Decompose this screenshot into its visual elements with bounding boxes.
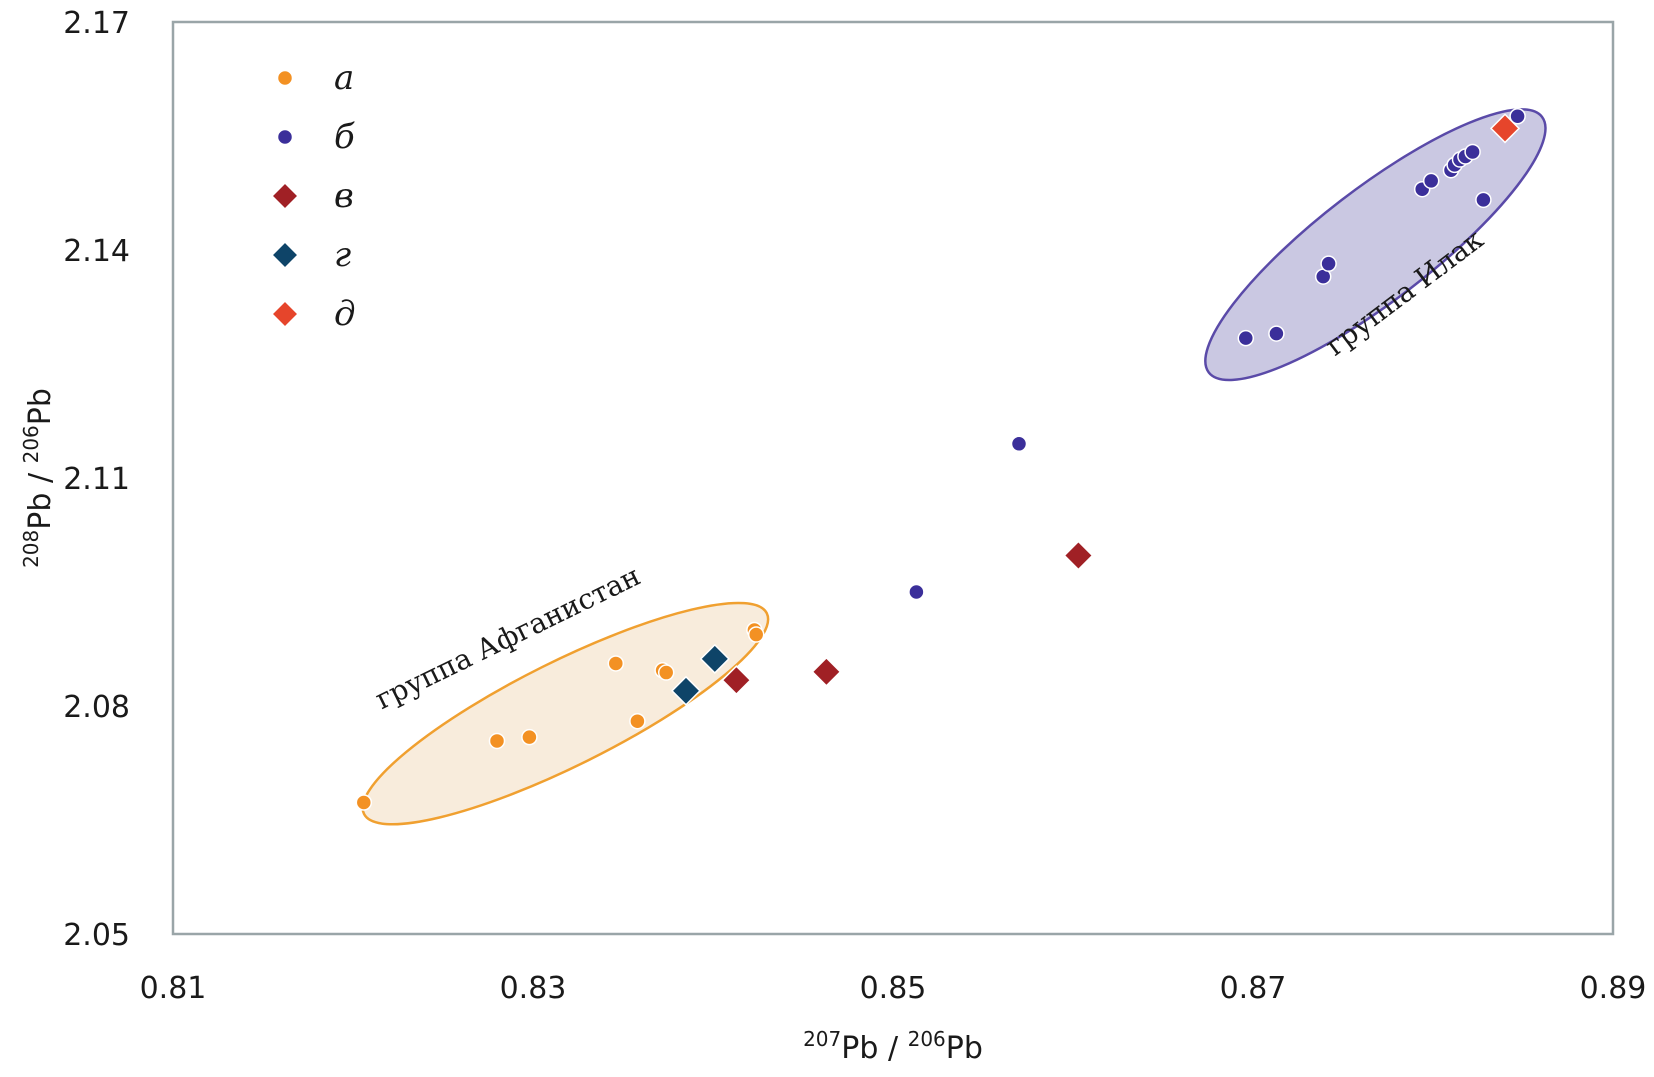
data-point [1010, 435, 1028, 453]
data-point [1464, 143, 1481, 161]
legend-label: в [334, 176, 354, 216]
y-tick-label: 2.14 [63, 234, 130, 269]
x-tick-label: 0.89 [1580, 971, 1647, 1006]
data-point [1475, 191, 1492, 209]
legend-label: б [334, 117, 355, 157]
data-point [629, 712, 646, 730]
legend-marker [276, 128, 294, 146]
y-axis-title: 208Pb / 206Pb [19, 388, 58, 568]
data-point-diamond [1489, 113, 1521, 144]
data-point-diamond [811, 656, 842, 687]
data-point [607, 655, 625, 672]
data-point-diamond [670, 675, 702, 706]
x-tick-label: 0.85 [860, 971, 927, 1006]
series-д [1489, 113, 1521, 144]
legend-label: г [334, 235, 351, 275]
data-point [521, 728, 538, 746]
data-point-diamond [721, 665, 752, 696]
group-ellipse [361, 601, 770, 826]
x-tick-label: 0.87 [1220, 971, 1287, 1006]
legend-marker [270, 299, 300, 329]
data-point [908, 583, 925, 601]
data-point [1237, 329, 1255, 347]
series-в [721, 540, 1094, 696]
x-tick-label: 0.83 [500, 971, 567, 1006]
data-point [1509, 107, 1526, 125]
data-point [488, 732, 506, 750]
data-point [1320, 255, 1337, 272]
legend-marker [270, 181, 300, 211]
legend-item: г [270, 235, 351, 275]
series-г [670, 643, 730, 706]
legend-marker [270, 240, 300, 270]
y-tick-label: 2.08 [63, 690, 130, 725]
legend-label: д [334, 294, 356, 334]
series-б [908, 107, 1526, 601]
data-point [657, 664, 675, 681]
data-point [1268, 325, 1285, 342]
data-point [355, 794, 373, 811]
plot-frame [171, 20, 1615, 936]
legend-item: б [276, 117, 355, 157]
data-point-diamond [1063, 540, 1094, 571]
legend-item: а [276, 58, 354, 98]
y-tick-label: 2.11 [63, 462, 130, 497]
x-axis-title: 207Pb / 206Pb [803, 1027, 983, 1066]
series-а [355, 621, 765, 811]
y-tick-label: 2.05 [63, 918, 130, 953]
data-point-diamond [699, 643, 730, 674]
data-point [1422, 172, 1440, 190]
y-tick-label: 2.17 [63, 6, 130, 41]
legend-item: д [270, 294, 356, 334]
legend-label: а [334, 58, 354, 98]
legend-item: в [270, 176, 354, 216]
x-tick-label: 0.81 [140, 971, 207, 1006]
legend-marker [276, 69, 294, 87]
group-ellipse [1204, 108, 1547, 382]
data-point [747, 626, 765, 643]
